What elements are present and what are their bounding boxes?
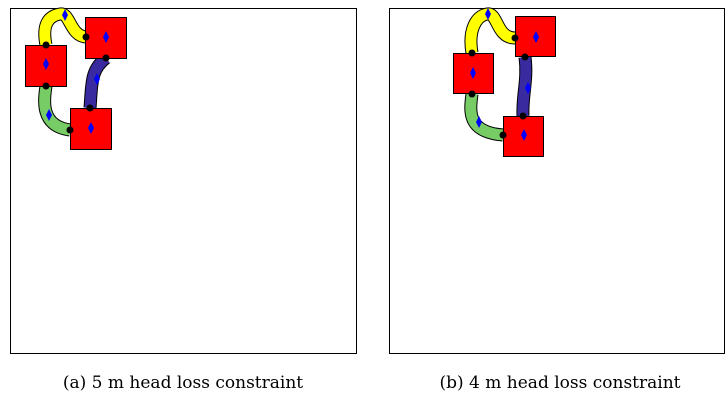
caption: (b) 4 m head loss constraint (440, 373, 681, 393)
panel-b: (b) 4 m head loss constraint (390, 8, 725, 393)
panel-frame (390, 9, 725, 354)
panel-a: (a) 5 m head loss constraint (11, 9, 357, 394)
caption: (a) 5 m head loss constraint (63, 373, 303, 393)
pipe (523, 57, 526, 116)
figure: (a) 5 m head loss constraint (b) 4 m hea… (0, 0, 725, 400)
